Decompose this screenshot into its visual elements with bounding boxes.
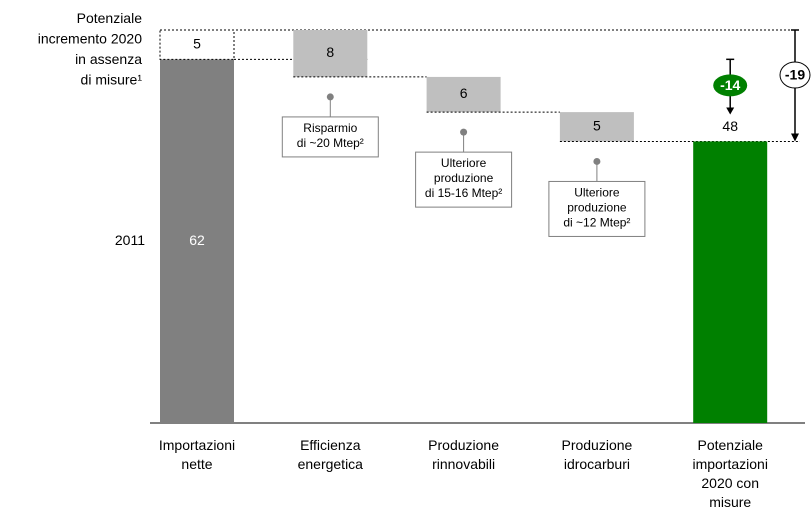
note: Ulteriore produzione di 15-16 Mtep²	[425, 156, 502, 200]
difference-label: -19	[785, 67, 805, 83]
note-box	[548, 180, 646, 237]
bar	[160, 59, 234, 423]
bar	[559, 112, 634, 142]
value-label: 8	[326, 44, 334, 60]
value-label: 6	[460, 85, 468, 101]
value-label: 62	[189, 232, 205, 248]
x-tick-label: Efficienza energetica	[298, 437, 364, 472]
difference-badge	[713, 74, 748, 97]
value-label: 5	[193, 35, 201, 51]
note-box	[415, 151, 513, 208]
x-tick-label: Produzione rinnovabili	[428, 437, 499, 472]
increment-box	[159, 29, 235, 60]
bar	[693, 141, 768, 423]
increment-label: Potenziale incremento 2020 in assenza di mi…	[38, 10, 143, 88]
x-tick-label: Importazioni nette	[159, 437, 235, 472]
arrow-head	[726, 107, 735, 115]
note-dot	[460, 128, 468, 136]
arrow-head	[791, 133, 799, 142]
x-tick-label: Potenziale importazioni 2020 con misure	[692, 437, 767, 510]
note: Risparmio di ~20 Mtep²	[297, 121, 364, 150]
x-tick-label: Produzione idrocarburi	[561, 437, 632, 472]
base-label: 2011	[115, 232, 145, 248]
difference-label: -14	[720, 77, 740, 93]
difference-badge	[779, 61, 811, 89]
note-box	[281, 116, 379, 158]
note-dot	[593, 157, 601, 165]
note-dot	[326, 93, 334, 101]
value-label: 5	[593, 117, 601, 133]
note: Ulteriore produzione di ~12 Mtep²	[563, 186, 630, 230]
bar	[426, 76, 501, 113]
bar	[293, 30, 368, 77]
value-label: 48	[722, 118, 738, 134]
